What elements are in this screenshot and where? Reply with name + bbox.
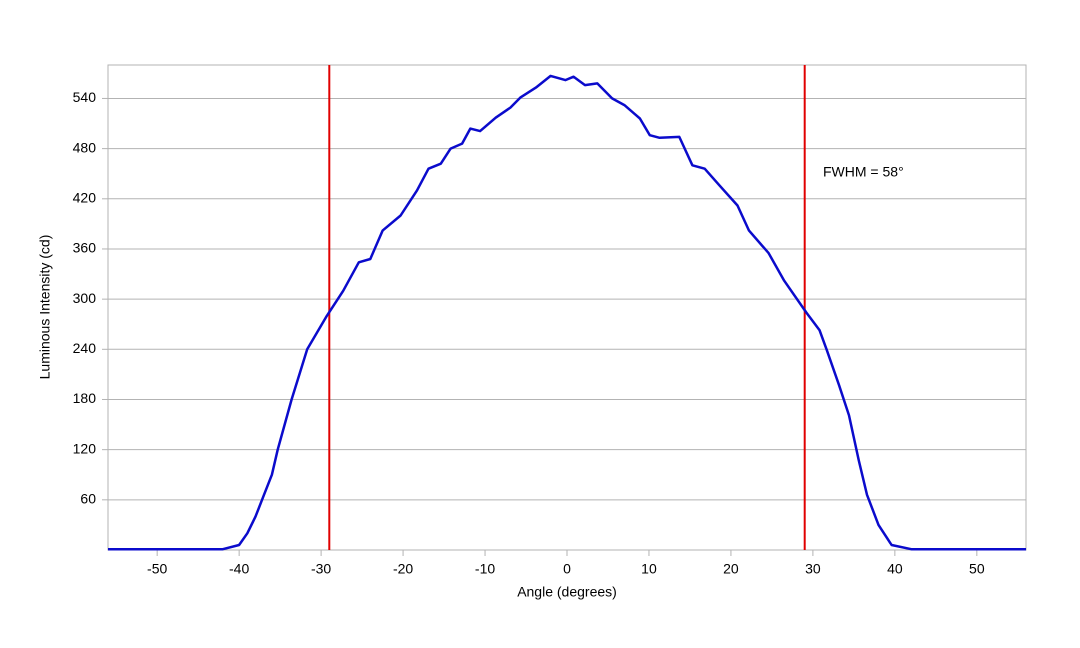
y-tick-label: 60 [80, 491, 96, 507]
y-tick-label: 360 [73, 240, 97, 256]
x-tick-label: -40 [229, 561, 249, 577]
data-line [108, 74, 1026, 551]
y-tick-label: 480 [73, 139, 97, 155]
x-tick-label: 10 [641, 561, 657, 577]
x-tick-label: 0 [563, 561, 571, 577]
plot-area [107, 64, 1027, 551]
x-tick-label: -10 [475, 561, 495, 577]
y-tick-label: 120 [73, 440, 97, 456]
y-tick-label: 540 [73, 89, 97, 105]
y-tick-label: 420 [73, 189, 97, 205]
x-tick-label: -30 [311, 561, 331, 577]
x-tick-label: 30 [805, 561, 821, 577]
x-tick-label: 50 [969, 561, 985, 577]
x-tick-label: -20 [393, 561, 413, 577]
x-axis-label: Angle (degrees) [517, 584, 617, 600]
x-tick-label: 20 [723, 561, 739, 577]
y-tick-label: 240 [73, 340, 97, 356]
y-tick-label: 300 [73, 290, 97, 306]
y-tick-label: 180 [73, 390, 97, 406]
y-axis-label: Luminous Intensity (cd) [37, 235, 53, 380]
x-tick-label: 40 [887, 561, 903, 577]
x-tick-label: -50 [147, 561, 167, 577]
annotation: FWHM = 58° [823, 164, 904, 180]
